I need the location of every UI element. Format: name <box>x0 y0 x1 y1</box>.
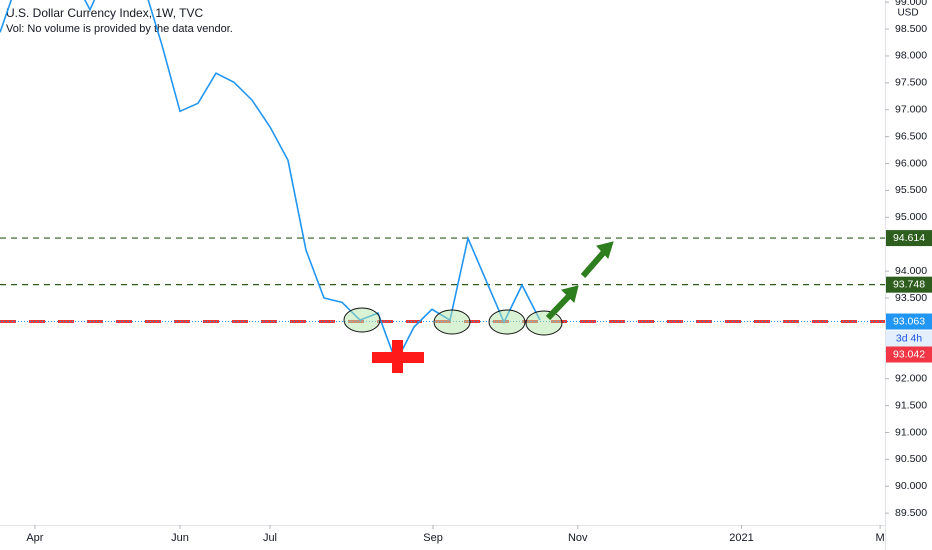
y-tick-label: 94.000 <box>895 265 927 277</box>
y-tick-label: 98.500 <box>895 23 927 35</box>
x-tick-label: Jul <box>263 532 277 544</box>
y-tick-label: 98.000 <box>895 50 927 62</box>
x-tick-label: Jun <box>171 532 189 544</box>
y-tick-label: 97.500 <box>895 77 927 89</box>
chart-subtitle: Vol: No volume is provided by the data v… <box>6 23 233 35</box>
countdown-box <box>886 330 932 347</box>
y-tick-label: 89.500 <box>895 507 927 519</box>
cross-annotation <box>392 340 403 373</box>
chart-title: U.S. Dollar Currency Index, 1W, TVC <box>6 6 204 20</box>
x-tick-label: 2021 <box>729 532 753 544</box>
y-tick-label: 95.500 <box>895 184 927 196</box>
y-tick-label: 91.500 <box>895 399 927 411</box>
y-tick-label: 95.000 <box>895 211 927 223</box>
currency-label: USD <box>897 8 918 19</box>
price-line <box>0 0 541 364</box>
x-tick-label: Nov <box>568 532 588 544</box>
countdown-label: 3d 4h <box>896 332 922 344</box>
x-tick-label: Sep <box>423 532 443 544</box>
arrow-annotation <box>545 241 614 321</box>
level-box <box>886 276 932 293</box>
ellipse-annotation <box>433 309 471 335</box>
ellipse-annotation <box>343 307 381 333</box>
plot-area <box>0 0 885 364</box>
y-tick-label: 91.000 <box>895 426 927 438</box>
low-marker-box <box>886 346 932 363</box>
low-marker-label: 93.042 <box>893 348 925 360</box>
y-tick-label: 99.000 <box>895 0 927 8</box>
y-tick-label: 93.500 <box>895 292 927 304</box>
y-tick-label: 90.500 <box>895 453 927 465</box>
ellipse-annotation <box>525 310 563 336</box>
y-tick-label: 96.000 <box>895 157 927 169</box>
x-tick-label: Apr <box>26 532 43 544</box>
y-tick-label: 97.000 <box>895 104 927 116</box>
last-price-box <box>886 313 932 330</box>
y-tick-label: 92.000 <box>895 372 927 384</box>
ellipse-annotation <box>488 309 526 335</box>
level-label: 93.748 <box>893 278 925 290</box>
last-price-label: 93.063 <box>893 315 925 327</box>
x-tick-label: M <box>876 532 885 544</box>
annotations <box>343 241 614 373</box>
y-tick-label: 90.000 <box>895 480 927 492</box>
level-label: 94.614 <box>893 232 925 244</box>
level-box <box>886 230 932 247</box>
y-tick-label: 96.500 <box>895 130 927 142</box>
